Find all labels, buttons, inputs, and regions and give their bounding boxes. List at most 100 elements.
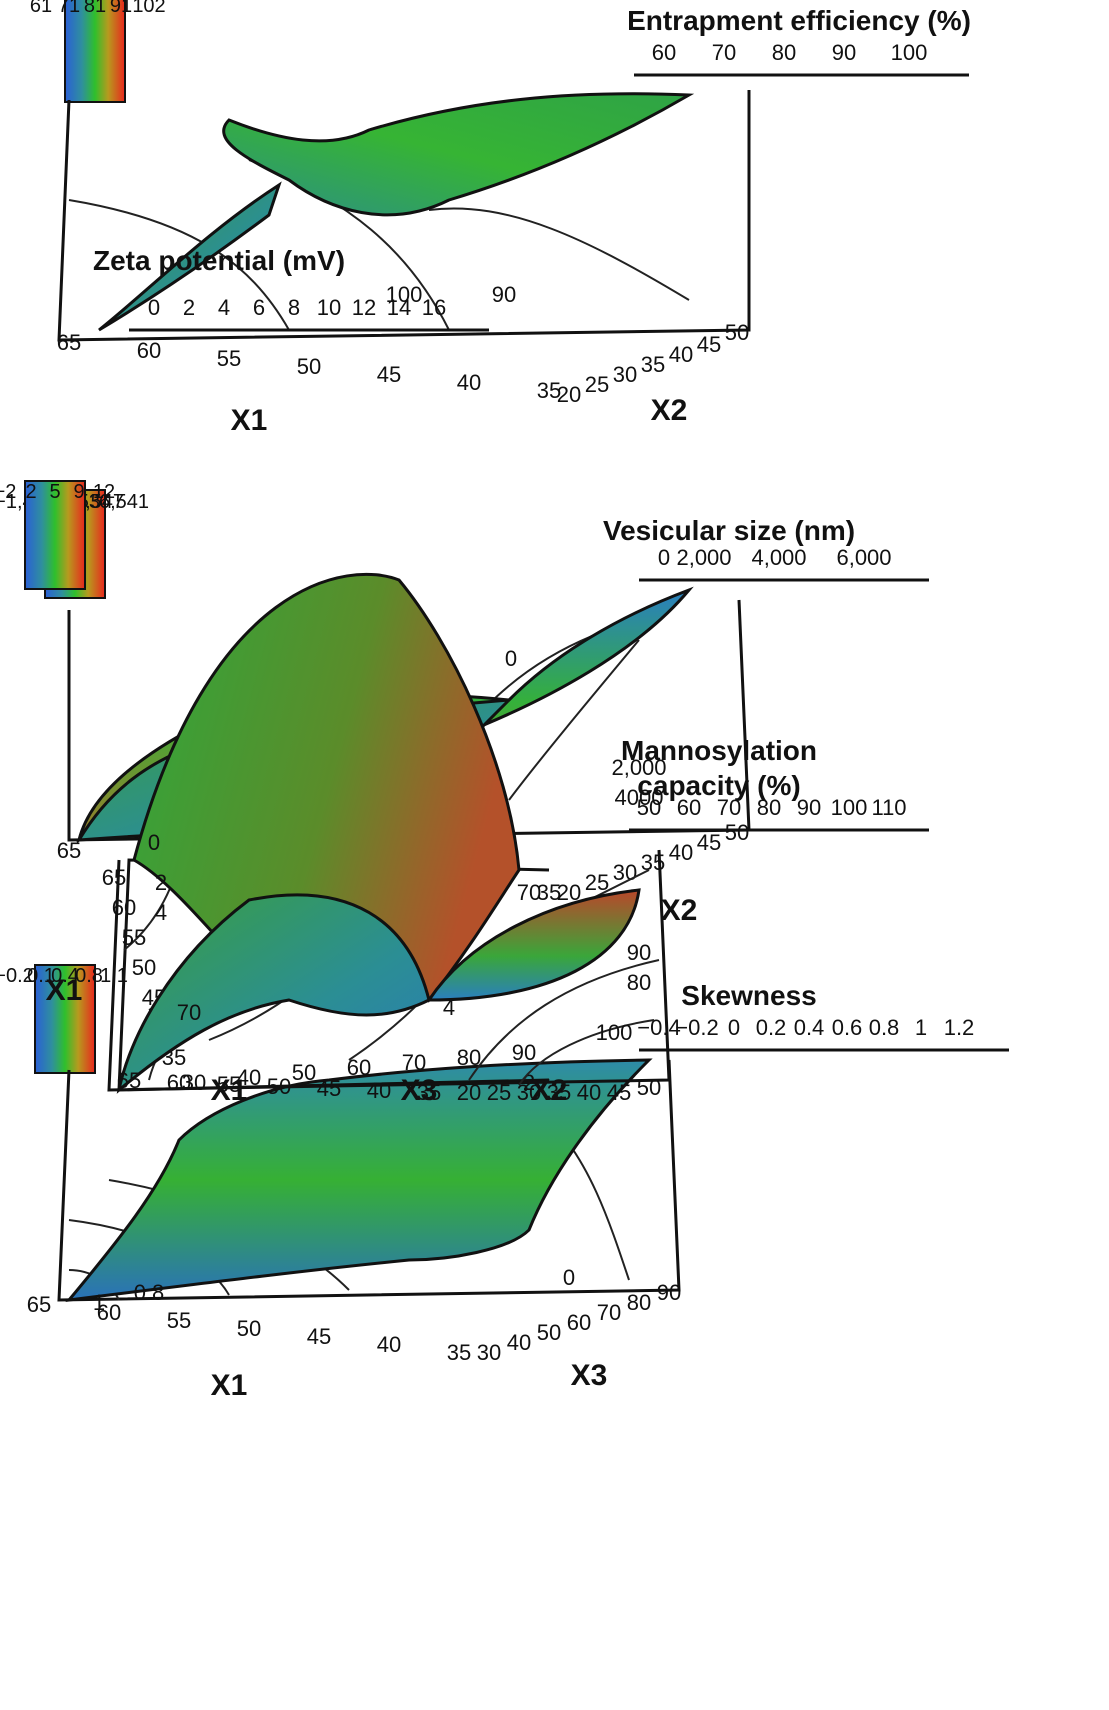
z-tick: 80 xyxy=(757,795,781,820)
x2-tick: 40 xyxy=(669,342,693,367)
contour-label: 4 xyxy=(443,995,455,1020)
colorbar-label: 12 xyxy=(93,481,115,503)
x1-tick: 35 xyxy=(417,1080,441,1105)
z-tick: 4,000 xyxy=(751,545,806,570)
z-tick: 110 xyxy=(871,795,906,820)
x2-tick: 25 xyxy=(585,372,609,397)
z-tick: 80 xyxy=(772,40,796,65)
contour-label: 4 xyxy=(155,900,167,925)
x2-axis-name: X2 xyxy=(531,1074,568,1107)
x3-tick: 90 xyxy=(512,1040,536,1065)
z-tick: 100 xyxy=(891,40,928,65)
zlabel-vesicular: Vesicular size (nm) xyxy=(603,515,855,546)
contour-label: 0 xyxy=(505,646,517,671)
panel-skewness: Skewness −0.4 −0.2 0 0.2 0.4 0.6 0.8 1 1… xyxy=(0,964,1009,1402)
x2-tick: 40 xyxy=(577,1080,601,1105)
colorbar-label: 61 xyxy=(30,0,52,17)
z-tick: 8 xyxy=(288,295,300,320)
z-tick: 0.2 xyxy=(756,1015,787,1040)
x1-tick: 50 xyxy=(297,354,321,379)
x1-tick: 50 xyxy=(237,1316,261,1341)
x3-tick: 30 xyxy=(477,1340,501,1365)
zlabel-mannosylation-1: Mannosylation xyxy=(621,735,817,766)
zlabel-entrapment: Entrapment efficiency (%) xyxy=(627,5,971,36)
x3-tick: 70 xyxy=(597,1300,621,1325)
x2-axis-name: X2 xyxy=(651,394,688,427)
z-tick: 0 xyxy=(658,545,670,570)
z-tick: 0.6 xyxy=(832,1015,863,1040)
x1-tick: 35 xyxy=(447,1340,471,1365)
x3-tick: 90 xyxy=(657,1280,681,1305)
z-tick: 12 xyxy=(352,295,376,320)
x1-tick: 40 xyxy=(377,1332,401,1357)
x1-tick: 40 xyxy=(367,1078,391,1103)
x2-tick: 45 xyxy=(697,332,721,357)
colorbar-entrapment: 102 91 81 71 61 xyxy=(30,0,166,103)
x2-tick: 50 xyxy=(725,820,749,845)
axis-x2-entrapment: 50 45 40 35 30 25 20 X2 xyxy=(557,320,749,427)
z-tick: −0.4 xyxy=(637,1015,680,1040)
contour-label: 1 xyxy=(93,1290,105,1315)
z-tick: 90 xyxy=(832,40,856,65)
contour-label: 0 xyxy=(148,830,160,855)
contour-label: 90 xyxy=(627,940,651,965)
z-tick: 0 xyxy=(148,295,160,320)
x1-axis-name: X1 xyxy=(211,1369,248,1402)
axis-x1-skewness: 35 40 45 50 55 60 65 X1 xyxy=(27,1292,471,1402)
axis-x2-mannosylation: 50 45 40 35 30 25 20 X2 xyxy=(457,1074,661,1107)
zlabel-mannosylation-2: capacity (%) xyxy=(637,770,800,801)
x3-tick: 40 xyxy=(237,1065,261,1090)
contour-label: 90 xyxy=(492,282,516,307)
surface-skewness xyxy=(65,1058,653,1302)
z-tick: 4 xyxy=(218,295,230,320)
zlabel-skewness: Skewness xyxy=(681,980,816,1011)
z-tick: 10 xyxy=(317,295,341,320)
surface-entrapment xyxy=(222,92,695,217)
x1-tick: 35 xyxy=(537,880,561,905)
colorbar-label: 2 xyxy=(25,481,36,503)
x2-tick: 20 xyxy=(557,382,581,407)
z-ticks-entrapment: 60 70 80 90 100 xyxy=(634,40,969,77)
x2-tick: 35 xyxy=(547,1080,571,1105)
x1-axis-name: X1 xyxy=(46,974,83,1007)
colorbar-label: 91 xyxy=(110,0,132,17)
x1-tick: 60 xyxy=(97,1300,121,1325)
x2-axis-name: X2 xyxy=(661,894,698,927)
x2-tick: 30 xyxy=(517,1080,541,1105)
axis-x1-entrapment: 35 40 45 50 55 60 65 X1 xyxy=(57,330,561,437)
panel-entrapment-efficiency: Entrapment efficiency (%) 60 70 80 90 10… xyxy=(30,0,971,437)
x1-tick: 35 xyxy=(537,378,561,403)
x3-tick: 80 xyxy=(457,1045,481,1070)
x1-tick: 45 xyxy=(307,1324,331,1349)
z-tick: 50 xyxy=(637,795,661,820)
axis-x2-vesicular: 50 45 40 35 30 25 20 X2 xyxy=(557,820,749,927)
x3-tick: 50 xyxy=(292,1060,316,1085)
z-tick: 60 xyxy=(652,40,676,65)
z-tick: 2,000 xyxy=(676,545,731,570)
z-tick: −0.2 xyxy=(675,1015,718,1040)
x1-tick: 65 xyxy=(27,1292,51,1317)
z-tick: 70 xyxy=(717,795,741,820)
contour-label: 100 xyxy=(596,1020,633,1045)
x1-tick: 65 xyxy=(117,1068,141,1093)
x1-tick: 45 xyxy=(377,362,401,387)
x1-tick: 60 xyxy=(167,1070,191,1095)
x2-tick: 20 xyxy=(457,1080,481,1105)
z-tick: 90 xyxy=(797,795,821,820)
x1-tick: 65 xyxy=(57,838,81,863)
contour-label: 2,000 xyxy=(611,755,666,780)
x2-tick: 40 xyxy=(669,840,693,865)
colorbar-label: 5 xyxy=(49,481,60,503)
z-tick: 14 xyxy=(387,295,411,320)
x2-tick: 30 xyxy=(613,362,637,387)
x1-tick: 50 xyxy=(267,1074,291,1099)
axis-x3-zeta: 30 40 50 60 70 80 90 X3 xyxy=(182,1040,536,1107)
contour-label: 2 xyxy=(155,870,167,895)
x3-tick: 70 xyxy=(402,1050,426,1075)
z-tick: 70 xyxy=(712,40,736,65)
x1-tick: 65 xyxy=(57,330,81,355)
x3-tick: 30 xyxy=(182,1070,206,1095)
